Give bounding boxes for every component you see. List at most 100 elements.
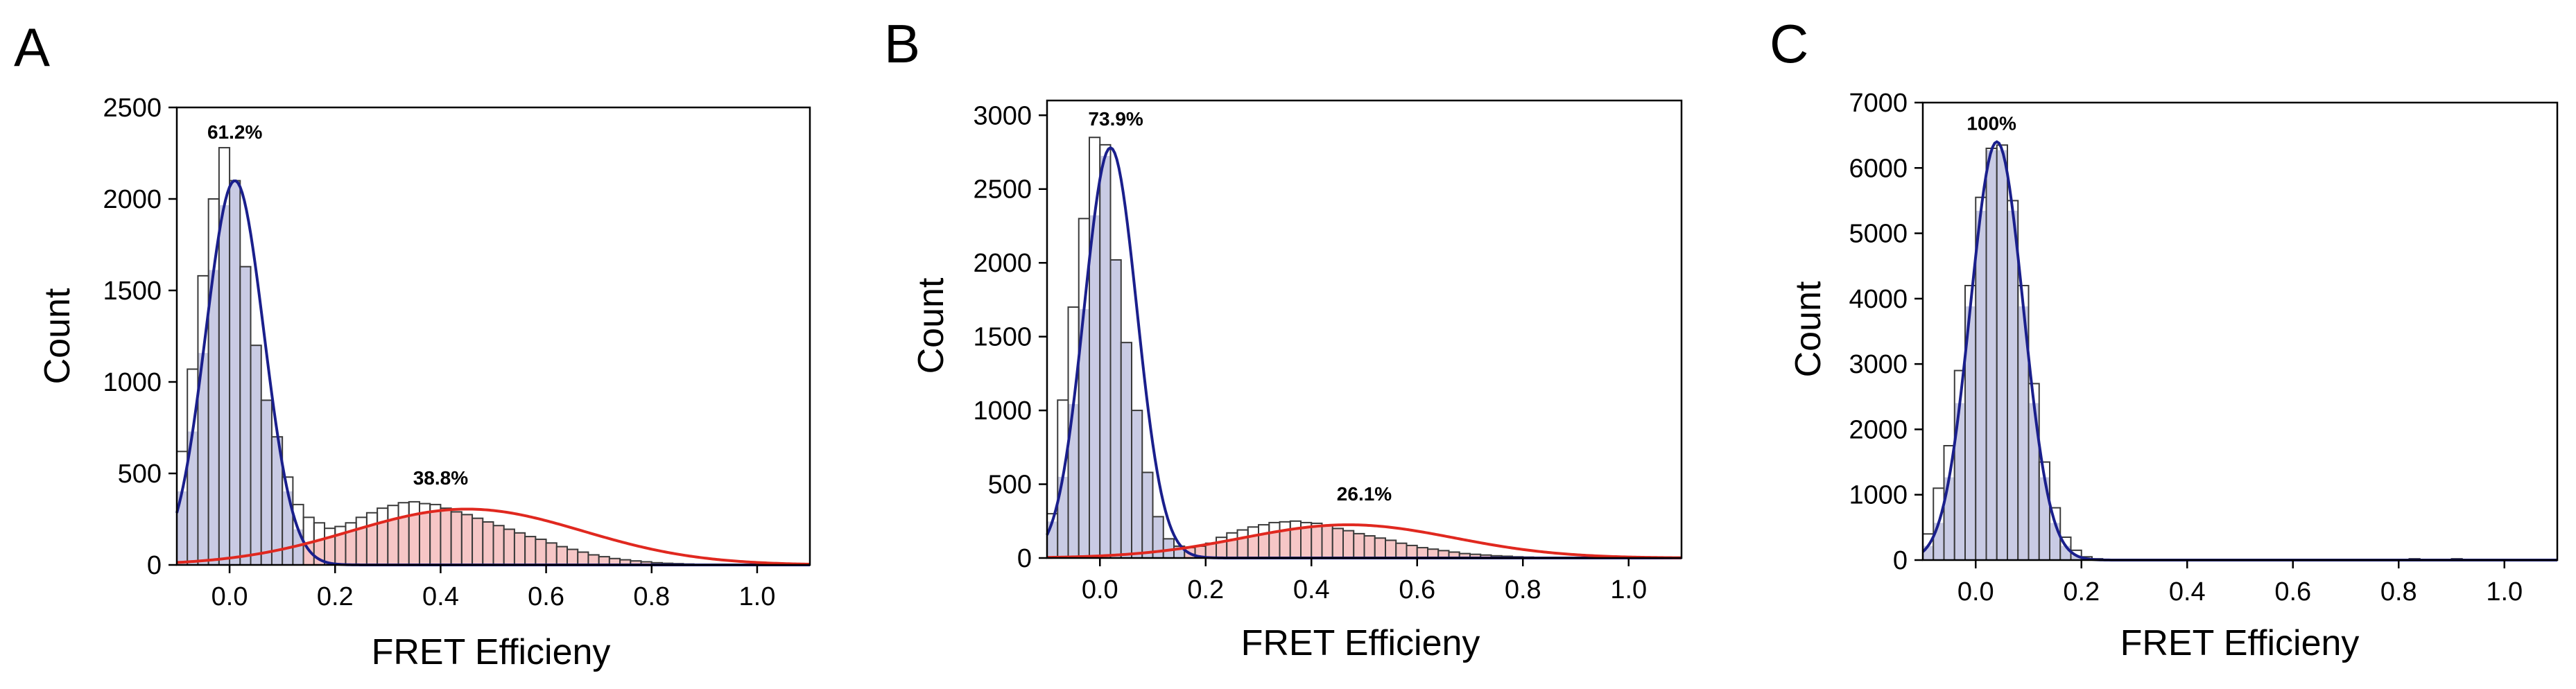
x-tick-label: 1.0 (1610, 575, 1647, 604)
plot-b: 73.9% 26.1% 0.0 0.2 0.4 0.6 0.8 1.0 0 500 1000 1500… (973, 99, 1683, 604)
y-axis-title-c: Count (1788, 281, 1829, 377)
histogram-bar-fill (1322, 525, 1333, 558)
y-tick-label: 2500 (103, 94, 162, 123)
x-tick-label: 0.6 (528, 582, 564, 611)
histogram-bar-fill (1428, 549, 1439, 558)
histogram-bar-fill (556, 546, 568, 565)
x-tick-label: 0.2 (2063, 577, 2100, 607)
histogram-bar-fill (1163, 539, 1174, 558)
histogram-bar-fill (250, 345, 261, 565)
histogram-bar-fill (483, 521, 494, 565)
histogram-bar-fill (525, 537, 536, 565)
histogram-bar-fill (1247, 536, 1259, 558)
y-tick-label: 0 (1017, 544, 1032, 573)
histogram-bar-fill (630, 561, 641, 565)
histogram-bar-fill (2039, 477, 2050, 560)
y-tick-label: 3000 (1849, 350, 1908, 379)
histogram-bar-fill (345, 531, 356, 565)
histogram-bar-fill (1374, 538, 1385, 558)
histogram-bar-fill (451, 512, 462, 565)
histogram-bar-fill (1205, 543, 1216, 558)
histogram-bar-fill (1480, 555, 1492, 558)
y-tick-label: 2500 (973, 175, 1032, 204)
plot-a: 61.2% 38.8% 0.0 0.2 0.4 0.6 0.8 1.0 0 500 1000 1500… (103, 94, 811, 611)
histogram-bar-fill (440, 509, 451, 565)
x-tick-label: 1.0 (2486, 577, 2523, 607)
x-tick-label: 0.2 (1187, 575, 1224, 604)
histogram-bar-fill (2028, 403, 2039, 560)
plot-c: 100% 0.0 0.2 0.4 0.6 0.8 1.0 0 1000 2000 3000 4000 5… (1849, 89, 2559, 607)
panel-label-a: A (14, 17, 50, 78)
histogram-bar-fill (461, 514, 473, 565)
histogram-bar-fill (1459, 553, 1470, 558)
histogram-bar-fill (1385, 540, 1397, 558)
histogram-bar-fill (1976, 210, 1987, 560)
histogram-bar-fill (218, 205, 230, 565)
histogram-bar-fill (1944, 477, 1955, 560)
histogram-bar-fill (1290, 528, 1301, 558)
histogram-bar-fill (609, 558, 621, 565)
histogram-bar-fill (430, 511, 441, 565)
histogram-bar-fill (208, 270, 219, 565)
histogram-bar-fill (588, 555, 599, 565)
histogram-bar-fill (493, 525, 504, 565)
x-tick-label: 0.4 (1293, 575, 1330, 604)
histogram-bar-fill (398, 516, 409, 565)
histogram-bar-fill (2018, 306, 2029, 560)
histogram-bar-fill (1343, 530, 1354, 558)
panel-b: B Count FRET Efficieny 73.9% 26.1% 0.0 0.2 0… (884, 13, 1683, 663)
histogram-bar-fill (1354, 533, 1365, 558)
plot-frame (1921, 101, 2559, 561)
population-label: 38.8% (413, 467, 468, 489)
y-tick-label: 3000 (973, 101, 1032, 130)
histogram-bar-fill (325, 537, 336, 565)
y-tick-label: 1000 (1849, 481, 1908, 510)
histogram-bar-fill (1110, 259, 1121, 558)
x-axis-title-c: FRET Efficieny (2120, 623, 2360, 663)
histogram-bar-fill (240, 266, 251, 565)
y-tick-label: 2000 (103, 185, 162, 214)
histogram-bar-fill (377, 522, 388, 565)
histogram-bar-fill (356, 527, 367, 565)
x-axis-title-b: FRET Efficieny (1241, 623, 1480, 663)
histogram-bar-fill (1301, 527, 1312, 558)
population-label: 100% (1966, 113, 2016, 134)
histogram-bar-fill (535, 539, 546, 565)
histogram-bar-fill (1933, 523, 1944, 560)
histogram-bar-fill (2050, 523, 2061, 560)
histogram-bar-fill (177, 491, 188, 565)
panel-label-b: B (884, 13, 920, 74)
histogram-bar-fill (1121, 342, 1132, 558)
fit-curve-high-fret (176, 507, 811, 566)
histogram-bar-fill (1279, 530, 1290, 558)
y-axis-title-b: Count (911, 277, 951, 374)
histogram-bar-fill (1406, 545, 1417, 558)
y-tick-label: 0 (1893, 546, 1908, 575)
histogram-bar-fill (2007, 210, 2019, 560)
y-tick-label: 1500 (103, 277, 162, 306)
histogram-bar-fill (1996, 150, 2007, 560)
histogram-bar-fill (1100, 155, 1111, 558)
histogram-bar-fill (1396, 543, 1407, 558)
y-axis-title-a: Count (37, 288, 78, 384)
plot-frame (1046, 99, 1683, 559)
histogram-bar-fill (230, 180, 241, 566)
histogram-bar-fill (1470, 554, 1481, 558)
histogram-bar-fill (1057, 476, 1069, 558)
histogram-bar-fill (1311, 526, 1322, 558)
histogram-bar-fill (503, 529, 515, 565)
x-tick-label: 0.8 (2380, 577, 2417, 607)
histogram-bar-fill (1364, 536, 1375, 558)
y-tick-label: 5000 (1849, 220, 1908, 249)
histogram-bar-fill (1152, 516, 1164, 558)
panel-label-c: C (1770, 13, 1808, 74)
histogram-bar-fill (1269, 532, 1280, 558)
histogram-bar-fill (620, 559, 631, 565)
histogram-bar-fill (641, 561, 652, 565)
y-tick-label: 2000 (1849, 415, 1908, 444)
histogram-bar-fill (366, 525, 378, 565)
x-tick-label: 0.6 (1399, 575, 1435, 604)
population-label: 61.2% (207, 121, 262, 143)
histogram-bar-fill (419, 512, 431, 565)
x-tick-label: 0.4 (2169, 577, 2206, 607)
